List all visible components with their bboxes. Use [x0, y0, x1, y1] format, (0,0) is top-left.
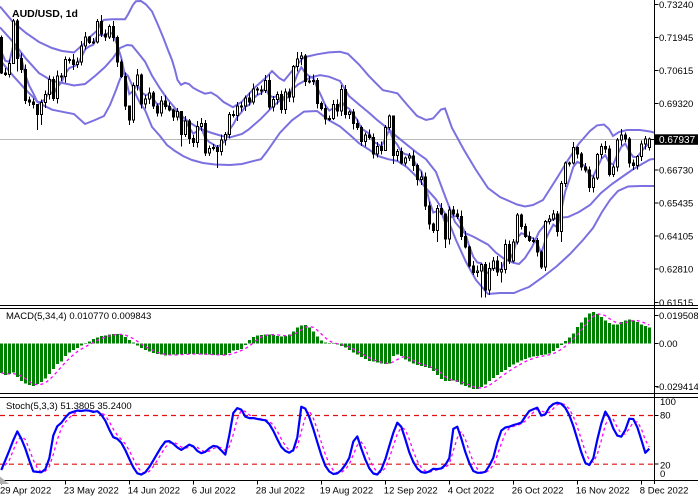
svg-text:14 Jun 2022: 14 Jun 2022	[128, 486, 180, 497]
svg-text:100: 100	[660, 397, 676, 408]
svg-text:0.61515: 0.61515	[659, 298, 693, 309]
svg-text:0.70615: 0.70615	[659, 66, 693, 77]
svg-text:AUD/USD, 1d: AUD/USD, 1d	[12, 8, 78, 20]
svg-text:0.65435: 0.65435	[659, 199, 693, 210]
svg-text:19 Aug 2022: 19 Aug 2022	[320, 486, 373, 497]
svg-text:0.69320: 0.69320	[659, 99, 693, 110]
svg-text:12 Sep 2022: 12 Sep 2022	[384, 486, 438, 497]
svg-text:16 Nov 2022: 16 Nov 2022	[576, 486, 630, 497]
svg-text:0.71945: 0.71945	[659, 33, 693, 44]
svg-text:Stoch(5,3,3) 51.3805 35.2400: Stoch(5,3,3) 51.3805 35.2400	[6, 401, 132, 412]
svg-text:23 May 2022: 23 May 2022	[64, 486, 119, 497]
svg-text:28 Jul 2022: 28 Jul 2022	[256, 486, 305, 497]
svg-text:0.019508: 0.019508	[659, 311, 698, 322]
svg-text:0.73240: 0.73240	[659, 0, 693, 11]
svg-text:0.00: 0.00	[659, 339, 678, 350]
svg-text:4 Oct 2022: 4 Oct 2022	[448, 486, 494, 497]
svg-text:0: 0	[660, 469, 665, 480]
svg-text:80: 80	[660, 411, 671, 422]
svg-text:0.66730: 0.66730	[659, 165, 693, 176]
svg-text:0.62810: 0.62810	[659, 265, 693, 276]
svg-text:26 Oct 2022: 26 Oct 2022	[512, 486, 564, 497]
svg-text:8 Dec 2022: 8 Dec 2022	[640, 486, 689, 497]
svg-text:MACD(5,34,4) 0.010770 0.009843: MACD(5,34,4) 0.010770 0.009843	[6, 311, 151, 322]
svg-text:6 Jul 2022: 6 Jul 2022	[192, 486, 236, 497]
svg-text:0.67937: 0.67937	[659, 135, 696, 146]
svg-text:20: 20	[660, 461, 671, 472]
svg-text:0.64105: 0.64105	[659, 232, 693, 243]
svg-text:-0.029414: -0.029414	[656, 382, 698, 393]
svg-text:29 Apr 2022: 29 Apr 2022	[0, 486, 51, 497]
